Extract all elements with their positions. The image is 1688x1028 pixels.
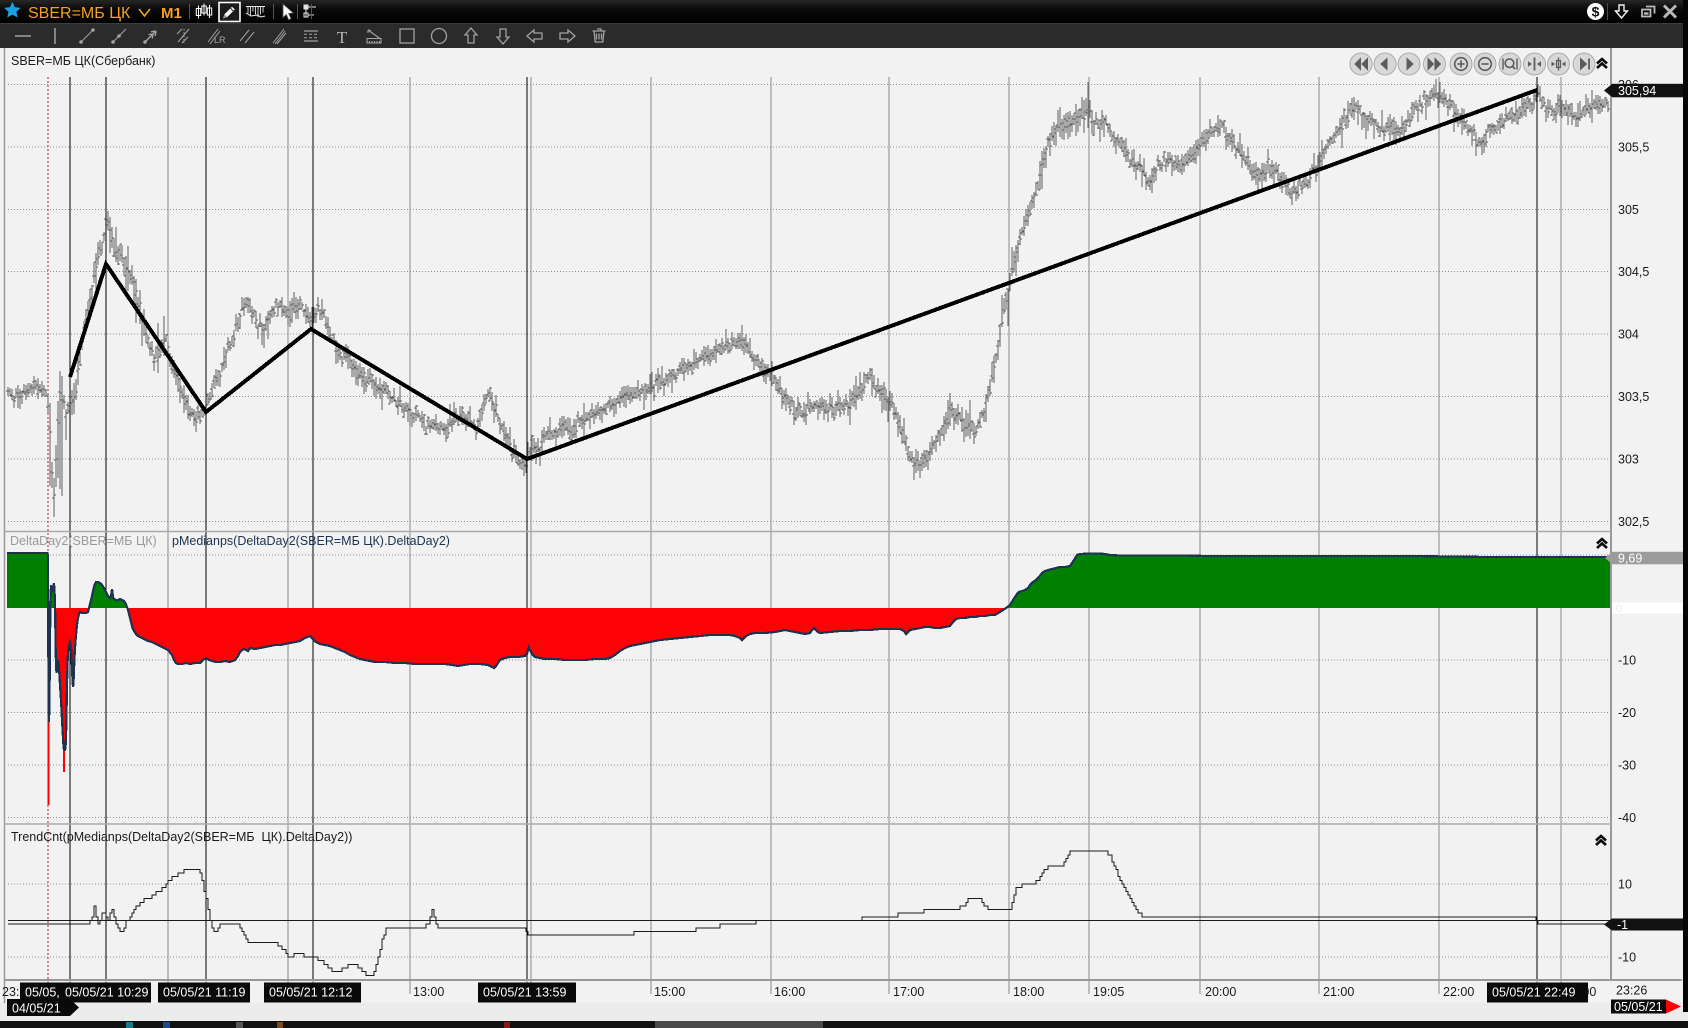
svg-text:M1: M1 xyxy=(161,5,182,22)
svg-text:05/05,: 05/05, xyxy=(25,986,60,1000)
svg-text:16:00: 16:00 xyxy=(774,985,805,999)
svg-text:-40: -40 xyxy=(1618,811,1636,825)
svg-text:22:00: 22:00 xyxy=(1443,985,1474,999)
svg-text:-10: -10 xyxy=(1618,654,1636,668)
svg-text:302,5: 302,5 xyxy=(1618,515,1649,529)
svg-text:17:00: 17:00 xyxy=(893,985,924,999)
svg-text:-20: -20 xyxy=(1618,706,1636,720)
svg-text:303: 303 xyxy=(1618,452,1639,466)
svg-text:23:26: 23:26 xyxy=(1616,984,1647,998)
svg-text:304: 304 xyxy=(1618,328,1639,342)
svg-text:$: $ xyxy=(1592,4,1600,20)
svg-text:21:00: 21:00 xyxy=(1323,985,1354,999)
svg-text:-10: -10 xyxy=(1618,951,1636,965)
svg-text:304,5: 304,5 xyxy=(1618,265,1649,279)
svg-text:DeltaDay2(SBER=МБ ЦК): DeltaDay2(SBER=МБ ЦК) xyxy=(10,534,157,548)
svg-text:305,5: 305,5 xyxy=(1618,140,1649,154)
svg-text:TrendCnt(pMedianps(DeltaDay2(S: TrendCnt(pMedianps(DeltaDay2(SBER=МБ ЦК)… xyxy=(11,830,352,844)
svg-text:19:05: 19:05 xyxy=(1093,985,1124,999)
svg-text:303,5: 303,5 xyxy=(1618,390,1649,404)
svg-text:10: 10 xyxy=(1618,878,1632,892)
svg-text:23:: 23: xyxy=(2,985,19,999)
svg-text:0: 0 xyxy=(1616,603,1622,615)
svg-text:05/05/21 12:12: 05/05/21 12:12 xyxy=(269,986,352,1000)
svg-text:04/05/21: 04/05/21 xyxy=(12,1002,61,1016)
svg-text:13:00: 13:00 xyxy=(413,985,444,999)
svg-text:05/05/21: 05/05/21 xyxy=(1614,1000,1663,1014)
svg-text:SBER=МБ ЦК(Сбербанк): SBER=МБ ЦК(Сбербанк) xyxy=(11,54,155,68)
svg-text:pMedianps(DeltaDay2(SBER=МБ ЦК: pMedianps(DeltaDay2(SBER=МБ ЦК).DeltaDay… xyxy=(172,534,450,548)
svg-text:305,94: 305,94 xyxy=(1618,84,1656,98)
svg-text:9,69: 9,69 xyxy=(1618,552,1642,566)
svg-text:SBER=МБ ЦК: SBER=МБ ЦК xyxy=(28,5,131,22)
svg-text:05/05/21 22:49: 05/05/21 22:49 xyxy=(1492,986,1575,1000)
svg-text:18:00: 18:00 xyxy=(1013,985,1044,999)
svg-text:-1: -1 xyxy=(1617,918,1628,932)
svg-text:T: T xyxy=(337,28,348,47)
svg-text:05/05/21 13:59: 05/05/21 13:59 xyxy=(483,986,566,1000)
svg-text:-30: -30 xyxy=(1618,759,1636,773)
svg-text:15:00: 15:00 xyxy=(654,985,685,999)
svg-text:05/05/21 11:19: 05/05/21 11:19 xyxy=(163,986,246,1000)
svg-text:305: 305 xyxy=(1618,203,1639,217)
svg-text:20:00: 20:00 xyxy=(1205,985,1236,999)
svg-text:05/05/21 10:29: 05/05/21 10:29 xyxy=(65,986,148,1000)
svg-text:LR: LR xyxy=(214,35,226,45)
